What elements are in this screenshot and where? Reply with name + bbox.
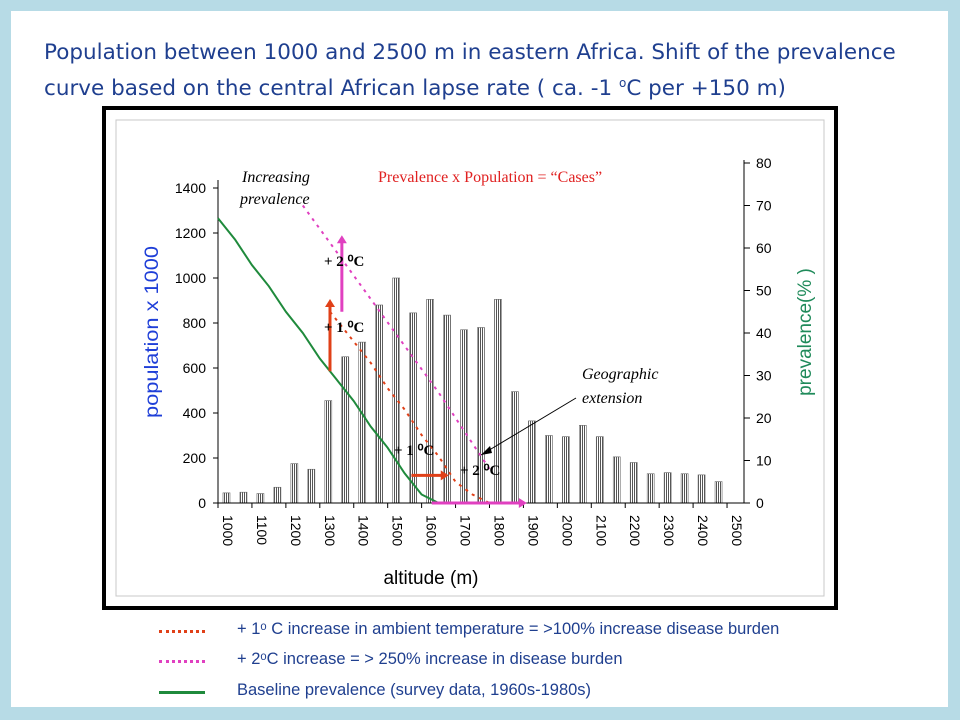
bar-population — [646, 473, 655, 504]
bar-population — [341, 356, 350, 504]
arrow-plus2-right-head — [518, 498, 527, 508]
legend-text-plus1: + 1ᵒ C increase in ambient temperature =… — [237, 620, 780, 638]
bar-population — [663, 472, 672, 504]
x-tick-label: 1300 — [322, 515, 338, 546]
x-tick-label: 2300 — [661, 515, 677, 546]
chart-svg: 0 200 400 600 800 1000 1200 1400 0 10 20 30 40 50 60 70… — [115, 119, 825, 597]
bar-population — [375, 304, 383, 504]
x-tick-label: 1800 — [491, 515, 507, 546]
bar-population — [426, 299, 434, 504]
bar-population — [273, 486, 282, 504]
bar-population — [629, 462, 638, 504]
right-tick-label: 30 — [756, 368, 772, 384]
left-tick-label: 800 — [183, 315, 207, 331]
annotation-plus2-right: + 2 ⁰C — [460, 463, 500, 479]
bar-population — [612, 456, 621, 504]
annotation-plus1-up: + 1 ⁰C — [324, 320, 364, 336]
bar-population — [324, 400, 333, 504]
legend-row-plus1: + 1ᵒ C increase in ambient temperature =… — [159, 620, 949, 644]
slide-title: Population between 1000 and 2500 m in ea… — [44, 37, 934, 104]
bar-population — [239, 491, 248, 504]
x-axis-title: altitude (m) — [383, 568, 478, 589]
plus1-prevalence-line — [329, 311, 490, 504]
left-tick-label: 200 — [183, 450, 207, 466]
bar-population — [714, 481, 723, 504]
left-tick-label: 1400 — [175, 180, 206, 196]
arrow-plus1-up-head — [324, 299, 335, 307]
legend-swatch-plus1 — [159, 630, 205, 633]
arrow-plus1-right-head — [440, 470, 449, 481]
bar-population — [256, 493, 265, 504]
legend-swatch-baseline — [159, 691, 205, 694]
baseline-prevalence-line — [217, 217, 440, 504]
bar-population — [595, 436, 604, 504]
left-axis-title: population x 1000 — [142, 246, 163, 418]
annotation-geographic-2: extension — [582, 390, 642, 407]
plot-area-border — [115, 119, 825, 597]
title-line-2-end: C per +150 m) — [626, 76, 786, 102]
right-tick-label: 70 — [756, 198, 772, 214]
annotation-plus2-up: + 2 ⁰C — [324, 254, 364, 270]
right-tick-label: 50 — [756, 283, 772, 299]
annotation-geographic-1: Geographic — [582, 366, 658, 383]
geographic-pointer-head — [481, 446, 492, 455]
x-tick-label: 2200 — [627, 515, 643, 546]
left-tick-label: 1200 — [175, 225, 206, 241]
left-tick-label: 0 — [198, 495, 206, 511]
bar-population — [528, 420, 536, 504]
bar-population — [511, 391, 519, 504]
right-tick-label: 0 — [756, 495, 764, 511]
bar-population — [392, 277, 400, 504]
geographic-pointer-line — [480, 397, 577, 456]
bar-population — [579, 425, 587, 504]
arrow-plus2-up-head — [336, 235, 347, 244]
bar-population — [545, 435, 553, 504]
x-tick-label: 2100 — [593, 515, 609, 546]
bar-population — [307, 468, 316, 504]
left-tick-label: 1000 — [175, 270, 206, 286]
title-line-2-start: curve based on the central African lapse… — [44, 76, 619, 102]
bar-population — [697, 474, 706, 504]
right-axis-title: prevalence(% ) — [795, 268, 816, 396]
right-tick-label: 60 — [756, 240, 772, 256]
left-tick-label: 400 — [183, 405, 207, 421]
chart-frame: 0 200 400 600 800 1000 1200 1400 0 10 20 30 40 50 60 70… — [102, 106, 838, 610]
x-tick-label: 2500 — [729, 515, 745, 546]
annotation-plus1-right: + 1 ⁰C — [394, 443, 434, 459]
right-tick-label: 10 — [756, 453, 772, 469]
right-tick-label: 20 — [756, 410, 772, 426]
right-tick-label: 80 — [756, 155, 772, 171]
bar-population — [358, 341, 367, 504]
x-tick-label: 1700 — [458, 515, 474, 546]
x-tick-label: 1000 — [220, 515, 236, 546]
annotation-increasing-2: prevalence — [239, 191, 310, 208]
bar-population — [680, 473, 689, 504]
x-tick-label: 2400 — [695, 515, 711, 546]
legend-text-baseline: Baseline prevalence (survey data, 1960s-… — [237, 681, 592, 699]
x-tick-label: 2000 — [559, 515, 575, 546]
plus2-prevalence-line — [301, 204, 491, 470]
legend-swatch-plus2 — [159, 660, 205, 663]
x-tick-label: 1500 — [390, 515, 406, 546]
annotation-formula: Prevalence x Population = “Cases” — [378, 169, 602, 186]
x-tick-label: 1200 — [288, 515, 304, 546]
x-tick-label: 1400 — [356, 515, 372, 546]
x-tick-label: 1900 — [525, 515, 541, 546]
bar-population — [562, 436, 570, 504]
bar-population — [222, 492, 231, 504]
right-tick-label: 40 — [756, 325, 772, 341]
x-tick-label: 1600 — [424, 515, 440, 546]
slide-background: Population between 1000 and 2500 m in ea… — [11, 11, 948, 707]
annotation-increasing-1: Increasing — [241, 169, 310, 186]
title-degree-sup: o — [618, 76, 627, 90]
legend-row-plus2: + 2ᵒC increase = > 250% increase in dise… — [159, 650, 949, 674]
legend-text-plus2: + 2ᵒC increase = > 250% increase in dise… — [237, 650, 623, 668]
title-line-1: Population between 1000 and 2500 m in ea… — [44, 40, 896, 65]
left-tick-label: 600 — [183, 360, 207, 376]
x-tick-label: 1100 — [254, 515, 270, 545]
bar-population — [290, 463, 299, 504]
legend-row-baseline: Baseline prevalence (survey data, 1960s-… — [159, 681, 949, 705]
